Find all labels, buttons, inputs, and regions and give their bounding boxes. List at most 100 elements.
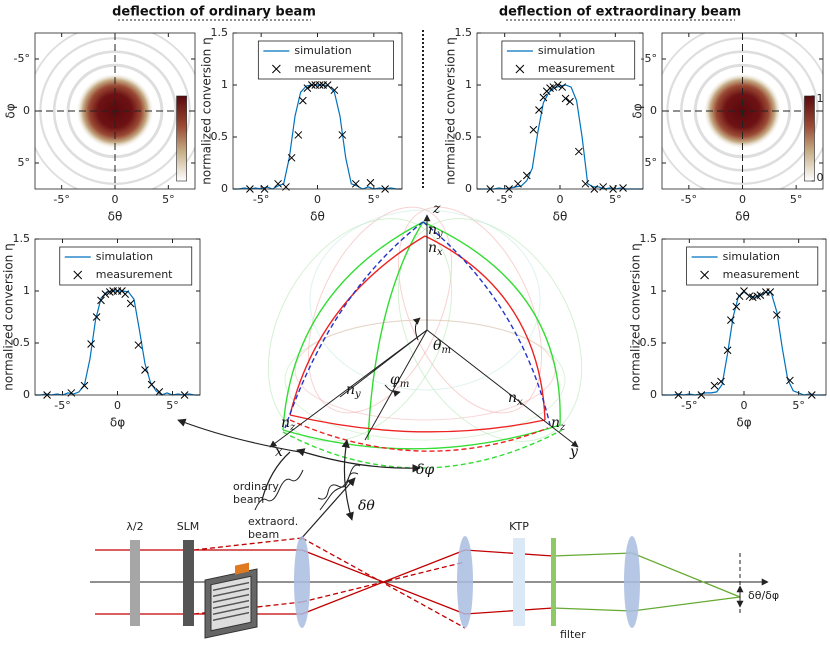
legend-label: simulation xyxy=(294,44,351,57)
y-tick-label: 5° xyxy=(645,156,658,169)
index-label: nx xyxy=(508,390,523,408)
y-tick-label: 1.5 xyxy=(640,232,658,245)
y-tick-label: 5° xyxy=(18,156,31,169)
index-label-main: n xyxy=(428,240,437,256)
x-tick-label: 0 xyxy=(114,399,121,412)
index-label: ny xyxy=(428,222,443,240)
measurement-marker xyxy=(553,81,562,89)
x-tick-label: 0 xyxy=(557,193,564,206)
y-tick-label: 0 xyxy=(23,388,30,401)
measurement-marker xyxy=(92,313,101,321)
axis-letter: y xyxy=(569,444,579,460)
measurement-marker xyxy=(323,81,332,89)
measurement-marker xyxy=(315,81,324,89)
angle-label: θm xyxy=(433,338,451,356)
x-tick-label: 5° xyxy=(790,193,803,206)
beam-label: ordinary xyxy=(233,480,279,493)
x-tick-label: 5° xyxy=(368,193,381,206)
y-axis-label: normalized conversion η xyxy=(629,243,643,390)
x-axis-label: δθ xyxy=(735,210,750,224)
measurement-marker xyxy=(366,178,375,187)
x-tick-label: 5° xyxy=(166,399,179,412)
legend-marker xyxy=(515,64,525,74)
y-axis-label: δφ xyxy=(631,103,645,118)
angle-label-main: θ xyxy=(433,338,442,354)
y-tick-label: 1 xyxy=(465,78,472,91)
heatmap-image xyxy=(35,33,195,189)
measurement-marker xyxy=(756,291,765,300)
measurement-marker xyxy=(101,290,110,298)
simulation-line xyxy=(477,84,643,190)
measurement-marker xyxy=(735,292,744,301)
x-tick-label: -5° xyxy=(253,193,269,206)
index-label-main: n xyxy=(281,415,290,431)
x-tick-label: -5° xyxy=(681,193,697,206)
x-tick-label: -5° xyxy=(54,399,70,412)
legend-label: simulation xyxy=(723,250,780,263)
measurement-marker xyxy=(732,302,741,311)
measurement-marker xyxy=(351,179,360,188)
y-tick-label: 0 xyxy=(465,182,472,195)
beam-label: extraord. xyxy=(248,515,298,528)
legend-label: simulation xyxy=(538,44,595,57)
y-axis-label: normalized conversion η xyxy=(200,37,214,184)
angle-label: φm xyxy=(390,372,409,390)
y-axis-label: normalized conversion η xyxy=(444,37,458,184)
legend-label: measurement xyxy=(96,268,173,281)
legend-box xyxy=(257,40,394,80)
y-tick-label: 1.5 xyxy=(455,26,473,39)
index-label-sub: y xyxy=(354,389,361,400)
measurement-marker xyxy=(766,288,775,296)
y-tick-label: 1 xyxy=(650,284,657,297)
x-tick-label: 5° xyxy=(162,193,175,206)
measurement-marker xyxy=(287,153,296,162)
x-tick-label: 5° xyxy=(792,399,805,412)
x-tick-label: 0 xyxy=(739,193,746,206)
index-label: ny xyxy=(346,382,361,400)
angle-label-main: φ xyxy=(390,372,400,388)
plot-frame xyxy=(232,32,403,190)
y-tick-label: 0 xyxy=(23,104,30,117)
legend-marker xyxy=(73,270,83,280)
legend-label: measurement xyxy=(294,62,371,75)
measurement-marker xyxy=(558,83,567,91)
x-tick-label: 5° xyxy=(609,193,622,206)
axis-letter: x xyxy=(275,444,283,460)
plot-area xyxy=(35,287,200,399)
colorbar-tick-label: 0 xyxy=(816,171,823,184)
measurement-marker xyxy=(298,96,307,105)
heading: deflection of ordinary beam xyxy=(112,5,316,20)
x-tick-label: 0 xyxy=(112,193,119,206)
measurement-marker xyxy=(338,131,347,139)
measurement-marker xyxy=(549,83,558,91)
index-label-sub: x xyxy=(437,247,443,258)
legend-label: simulation xyxy=(96,250,153,263)
x-tick-label: 0 xyxy=(741,399,748,412)
legend-box xyxy=(686,246,819,286)
x-axis-label: δφ xyxy=(110,416,125,430)
setup-label: δθ/δφ xyxy=(748,589,779,602)
index-label-sub: x xyxy=(517,397,523,408)
measurement-marker xyxy=(772,311,781,319)
beam-label: beam xyxy=(248,528,279,541)
measurement-marker xyxy=(717,377,725,386)
x-axis-label: δθ xyxy=(310,210,325,224)
measurement-marker xyxy=(561,94,570,103)
plot-frame xyxy=(476,32,644,190)
arrows xyxy=(177,418,421,541)
measurement-marker xyxy=(574,147,583,156)
index-label-main: n xyxy=(428,222,437,238)
setup-label: KTP xyxy=(509,520,529,533)
measurement-marker xyxy=(134,341,143,349)
measurement-marker xyxy=(581,179,590,188)
heatmap-image xyxy=(662,33,823,189)
plot-frame xyxy=(661,32,824,190)
y-tick-label: 0.5 xyxy=(211,130,229,143)
simulation-line xyxy=(662,291,826,396)
measurement-marker xyxy=(619,184,627,192)
colorbar-tick-label: 1 xyxy=(816,92,823,105)
angle-label-sub: m xyxy=(441,345,450,356)
measurement-marker xyxy=(514,179,522,188)
angle-label-sub: m xyxy=(400,379,409,390)
y-axis-label: normalized conversion η xyxy=(2,243,16,390)
